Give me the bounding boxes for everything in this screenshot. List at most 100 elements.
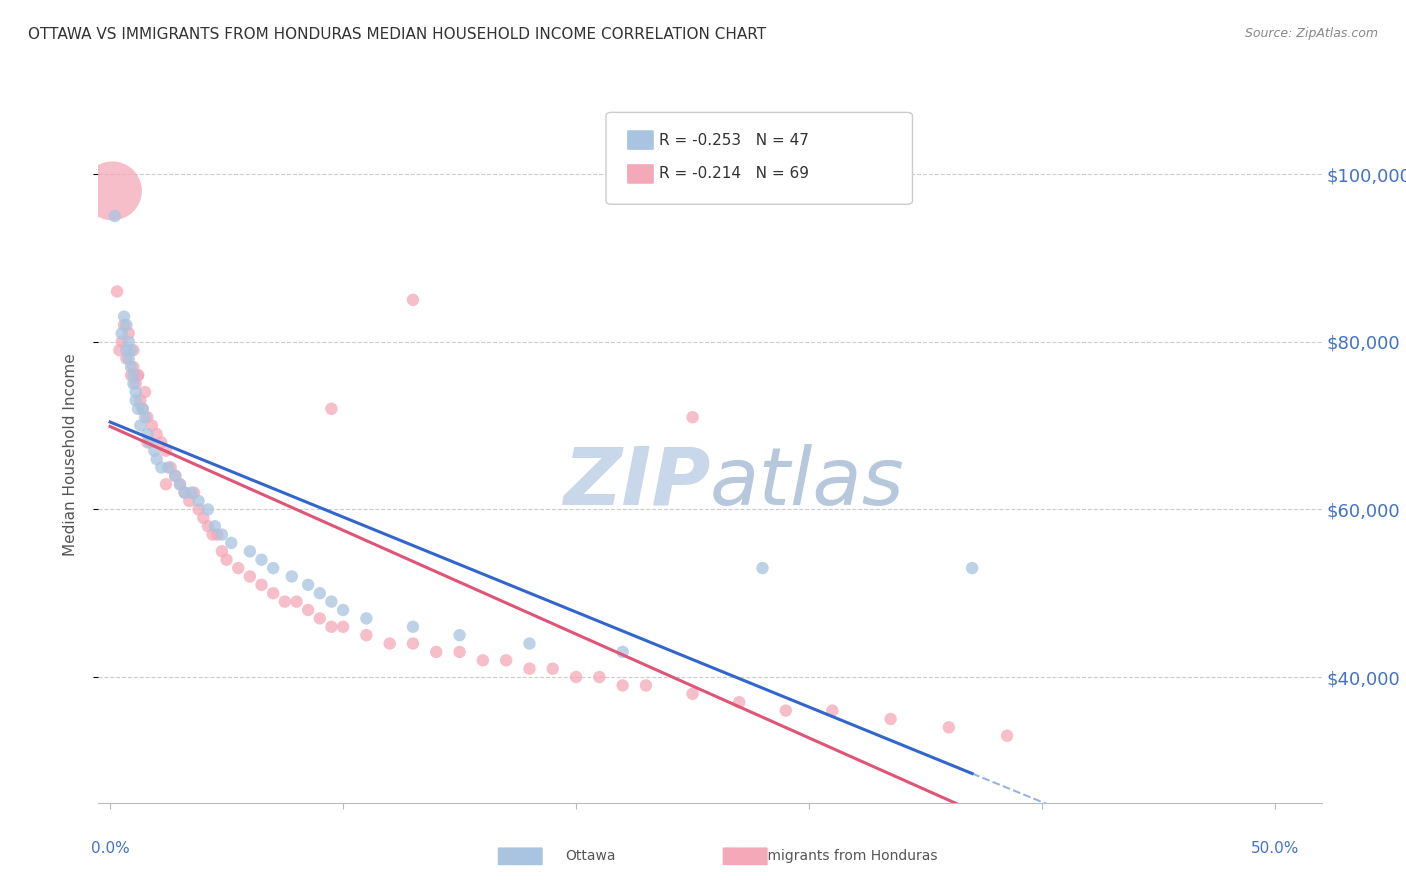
Point bbox=[115, 318, 138, 332]
Point bbox=[281, 569, 304, 583]
Point bbox=[173, 485, 195, 500]
Point bbox=[308, 586, 330, 600]
Point bbox=[219, 536, 242, 550]
Point bbox=[519, 636, 541, 650]
Point bbox=[118, 351, 141, 366]
Point bbox=[197, 519, 219, 533]
Point bbox=[108, 343, 131, 358]
Point bbox=[187, 502, 209, 516]
Point bbox=[125, 385, 148, 400]
Point bbox=[239, 569, 262, 583]
Point bbox=[402, 636, 425, 650]
Point bbox=[173, 485, 195, 500]
Text: ZIP: ZIP bbox=[562, 443, 710, 522]
Point bbox=[682, 687, 704, 701]
Point bbox=[120, 359, 142, 374]
Point bbox=[101, 184, 124, 198]
Point bbox=[285, 594, 308, 608]
Point bbox=[187, 494, 209, 508]
Point bbox=[821, 704, 844, 718]
Point bbox=[105, 285, 128, 299]
Point bbox=[183, 485, 205, 500]
Point bbox=[145, 452, 167, 467]
Point bbox=[565, 670, 588, 684]
Point bbox=[682, 410, 704, 425]
Point bbox=[402, 620, 425, 634]
Point bbox=[169, 477, 191, 491]
Text: R = -0.253   N = 47: R = -0.253 N = 47 bbox=[659, 133, 810, 147]
Point bbox=[159, 460, 181, 475]
Point bbox=[519, 662, 541, 676]
Point bbox=[134, 385, 156, 400]
Point bbox=[239, 544, 262, 558]
Point bbox=[297, 603, 319, 617]
Point bbox=[136, 410, 159, 425]
Text: OTTAWA VS IMMIGRANTS FROM HONDURAS MEDIAN HOUSEHOLD INCOME CORRELATION CHART: OTTAWA VS IMMIGRANTS FROM HONDURAS MEDIA… bbox=[28, 27, 766, 42]
Point bbox=[127, 368, 149, 383]
Point bbox=[112, 318, 135, 332]
Point bbox=[145, 427, 167, 442]
Point bbox=[165, 468, 187, 483]
Point bbox=[143, 443, 166, 458]
Point bbox=[120, 343, 142, 358]
Point bbox=[250, 552, 273, 566]
Point bbox=[122, 359, 145, 374]
Point bbox=[541, 662, 564, 676]
Point bbox=[356, 611, 378, 625]
Point bbox=[612, 678, 634, 692]
Point bbox=[201, 527, 224, 541]
Point bbox=[960, 561, 983, 575]
Text: 0.0%: 0.0% bbox=[91, 840, 129, 855]
Point bbox=[211, 544, 233, 558]
Point bbox=[118, 334, 141, 349]
Point bbox=[136, 435, 159, 450]
Point bbox=[332, 620, 354, 634]
Point bbox=[297, 578, 319, 592]
Point bbox=[193, 510, 215, 524]
Point bbox=[125, 376, 148, 391]
Point bbox=[136, 427, 159, 442]
Point bbox=[995, 729, 1018, 743]
Point bbox=[134, 410, 156, 425]
Point bbox=[207, 527, 229, 541]
Point bbox=[131, 401, 153, 416]
Point bbox=[226, 561, 249, 575]
Point bbox=[155, 477, 177, 491]
Point bbox=[321, 620, 343, 634]
Point bbox=[425, 645, 447, 659]
Point bbox=[197, 502, 219, 516]
Point bbox=[634, 678, 657, 692]
Point bbox=[180, 485, 202, 500]
Text: Ottawa: Ottawa bbox=[565, 849, 616, 863]
Point bbox=[402, 293, 425, 307]
Point bbox=[115, 351, 138, 366]
Point bbox=[775, 704, 797, 718]
Point bbox=[111, 334, 134, 349]
Point bbox=[356, 628, 378, 642]
Point bbox=[274, 594, 297, 608]
Point bbox=[321, 594, 343, 608]
Point bbox=[495, 653, 517, 667]
Point bbox=[938, 720, 960, 734]
Point bbox=[150, 435, 173, 450]
Point bbox=[449, 628, 471, 642]
Point bbox=[127, 368, 149, 383]
Point bbox=[122, 343, 145, 358]
Point bbox=[449, 645, 471, 659]
Point bbox=[115, 343, 138, 358]
Point bbox=[215, 552, 238, 566]
Point bbox=[118, 326, 141, 341]
Point bbox=[131, 401, 153, 416]
Text: atlas: atlas bbox=[710, 443, 905, 522]
Point bbox=[155, 443, 177, 458]
Point bbox=[751, 561, 773, 575]
Point bbox=[204, 519, 226, 533]
Point bbox=[138, 435, 160, 450]
Point bbox=[262, 561, 284, 575]
Point bbox=[129, 393, 152, 408]
Point bbox=[127, 401, 149, 416]
Point bbox=[262, 586, 284, 600]
Point bbox=[111, 326, 134, 341]
Text: Source: ZipAtlas.com: Source: ZipAtlas.com bbox=[1244, 27, 1378, 40]
Text: R = -0.214   N = 69: R = -0.214 N = 69 bbox=[659, 167, 810, 181]
